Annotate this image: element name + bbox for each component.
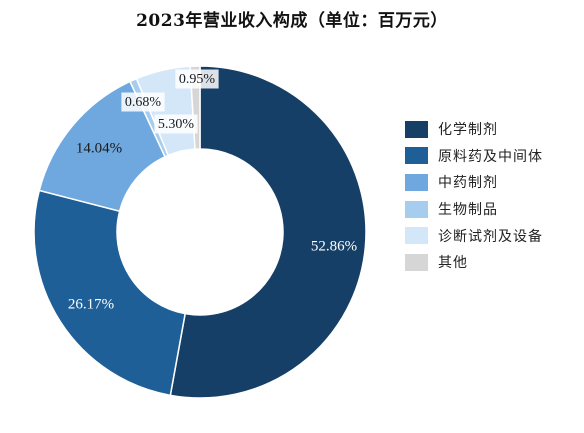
- legend-swatch: [405, 120, 428, 138]
- legend-item: 中药制剂: [405, 169, 543, 196]
- legend-swatch: [405, 200, 428, 218]
- legend-item: 其他: [405, 249, 543, 276]
- data-label-3: 14.04%: [76, 140, 122, 156]
- data-label-1: 52.86%: [311, 238, 357, 254]
- legend-swatch: [405, 253, 428, 271]
- data-label-6: 0.95%: [179, 72, 216, 87]
- data-label-4: 0.68%: [125, 95, 162, 110]
- legend-swatch: [405, 227, 428, 245]
- donut-slices: [33, 65, 367, 399]
- legend-item: 化学制剂: [405, 116, 543, 143]
- data-label-box-5: [154, 114, 198, 134]
- legend-label: 中药制剂: [438, 175, 498, 192]
- legend-label: 诊断试剂及设备: [438, 228, 543, 245]
- data-label-box-4: [121, 92, 165, 112]
- slice-2: [33, 189, 187, 397]
- legend-item: 生物制品: [405, 196, 543, 223]
- data-label-2: 26.17%: [68, 296, 114, 312]
- legend-label: 原料药及中间体: [438, 148, 543, 165]
- chart-title: 2023年营业收入构成（单位：百万元）: [136, 11, 448, 31]
- legend-swatch: [405, 173, 428, 191]
- legend-label: 生物制品: [438, 202, 498, 219]
- data-label-box-6: [175, 69, 219, 89]
- legend-label: 其他: [438, 255, 468, 272]
- legend-item: 原料药及中间体: [405, 143, 543, 170]
- data-labels: 52.86% 26.17% 14.04% 0.68% 5.30% 0.95%: [68, 69, 357, 312]
- legend-swatch: [405, 147, 428, 165]
- slice-1: [169, 65, 367, 399]
- data-label-5: 5.30%: [158, 117, 195, 132]
- legend-item: 诊断试剂及设备: [405, 222, 543, 249]
- legend-label: 化学制剂: [438, 122, 498, 139]
- legend: 化学制剂原料药及中间体 中药制剂生物制品诊断试剂及设备 其他: [405, 116, 543, 276]
